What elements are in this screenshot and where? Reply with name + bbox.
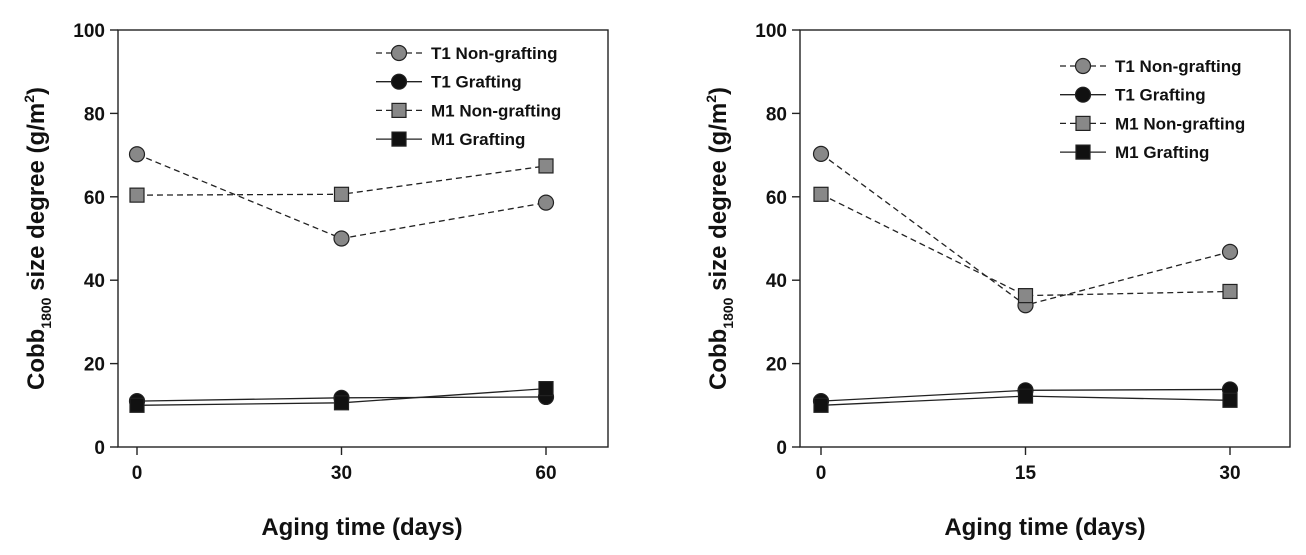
y-axis-title-rest: size degree (g/m: [705, 103, 732, 298]
legend-marker: [391, 131, 407, 147]
legend-marker: [1075, 144, 1091, 160]
data-point: [813, 186, 829, 202]
x-tick-label: 30: [331, 463, 352, 484]
y-tick-label: 40: [84, 271, 105, 292]
y-tick-label: 20: [766, 355, 787, 376]
x-tick-label: 30: [1219, 463, 1240, 484]
legend-label: M1 Non-grafting: [1115, 114, 1245, 133]
legend-label: T1 Non-grafting: [1115, 57, 1242, 76]
y-tick-label: 0: [94, 438, 105, 459]
chart-left: 0 20 40 60 80 100 0 30 60 Aging time (days) Cobb18…: [21, 21, 609, 541]
legend-label: T1 Grafting: [1115, 86, 1206, 105]
y-axis-title-main: Cobb: [23, 329, 50, 390]
y-axis-title-end: ): [23, 87, 50, 95]
x-tick-label: 0: [816, 463, 827, 484]
legend-label: T1 Grafting: [431, 73, 522, 92]
data-point: [812, 145, 830, 162]
data-point: [1017, 388, 1034, 404]
y-axis-title-main: Cobb: [705, 329, 732, 390]
y-tick-label: 80: [766, 104, 787, 125]
data-point: [333, 230, 350, 247]
y-tick-label: 100: [755, 21, 787, 42]
y-axis-title-sup: 2: [21, 95, 37, 103]
chart-right: 0 20 40 60 80 100 0 15 30 Aging time (days) Cobb18…: [703, 21, 1291, 541]
data-point: [128, 146, 146, 163]
legend-marker: [1074, 57, 1092, 75]
x-tick-label: 15: [1015, 463, 1037, 484]
plot-frame: [117, 29, 609, 448]
legend-marker: [391, 102, 407, 119]
series-line: [820, 193, 1231, 297]
legend-label: T1 Non-grafting: [431, 44, 558, 63]
y-axis-title-sub: 1800: [720, 297, 736, 328]
data-point: [537, 194, 555, 211]
y-axis-title-sub: 1800: [38, 297, 54, 328]
legend-marker: [390, 44, 408, 62]
data-point: [1222, 392, 1238, 408]
data-point: [1222, 283, 1238, 300]
data-point: [538, 381, 554, 397]
y-tick-label: 40: [766, 271, 787, 292]
y-axis-title: Cobb1800 size degree (g/m2): [21, 87, 54, 390]
series-line: [820, 153, 1231, 306]
y-tick-label: 60: [766, 188, 787, 209]
y-tick-label: 80: [84, 104, 105, 125]
data-point: [538, 158, 554, 174]
y-tick-label: 100: [73, 21, 105, 42]
plot-frame: [799, 29, 1291, 448]
data-point: [129, 187, 145, 203]
legend-label: M1 Grafting: [431, 130, 525, 149]
y-tick-label: 0: [776, 438, 787, 459]
data-point: [333, 186, 350, 202]
y-tick-label: 20: [84, 355, 105, 376]
data-point: [1017, 288, 1034, 304]
legend-label: M1 Grafting: [1115, 143, 1209, 162]
y-axis-title: Cobb1800 size degree (g/m2): [703, 87, 736, 390]
x-axis-title: Aging time (days): [261, 514, 462, 541]
legend: T1 Non-grafting T1 Grafting M1 Non-graftin…: [1060, 57, 1245, 162]
y-axis-title-sup: 2: [703, 95, 719, 103]
legend-marker: [1075, 115, 1091, 132]
x-axis-title: Aging time (days): [944, 514, 1145, 541]
data-point: [1221, 243, 1239, 260]
legend: T1 Non-grafting T1 Grafting M1 Non-graftin…: [376, 44, 561, 149]
y-axis-title-rest: size degree (g/m: [23, 103, 50, 298]
data-point: [129, 397, 145, 413]
data-point: [333, 395, 350, 411]
x-tick-label: 60: [535, 463, 556, 484]
legend-marker: [1074, 86, 1092, 103]
legend-marker: [390, 73, 408, 90]
y-tick-label: 60: [84, 188, 105, 209]
data-point: [813, 397, 829, 413]
legend-label: M1 Non-grafting: [431, 101, 561, 120]
x-tick-label: 0: [132, 463, 143, 484]
y-axis-title-end: ): [705, 87, 732, 95]
